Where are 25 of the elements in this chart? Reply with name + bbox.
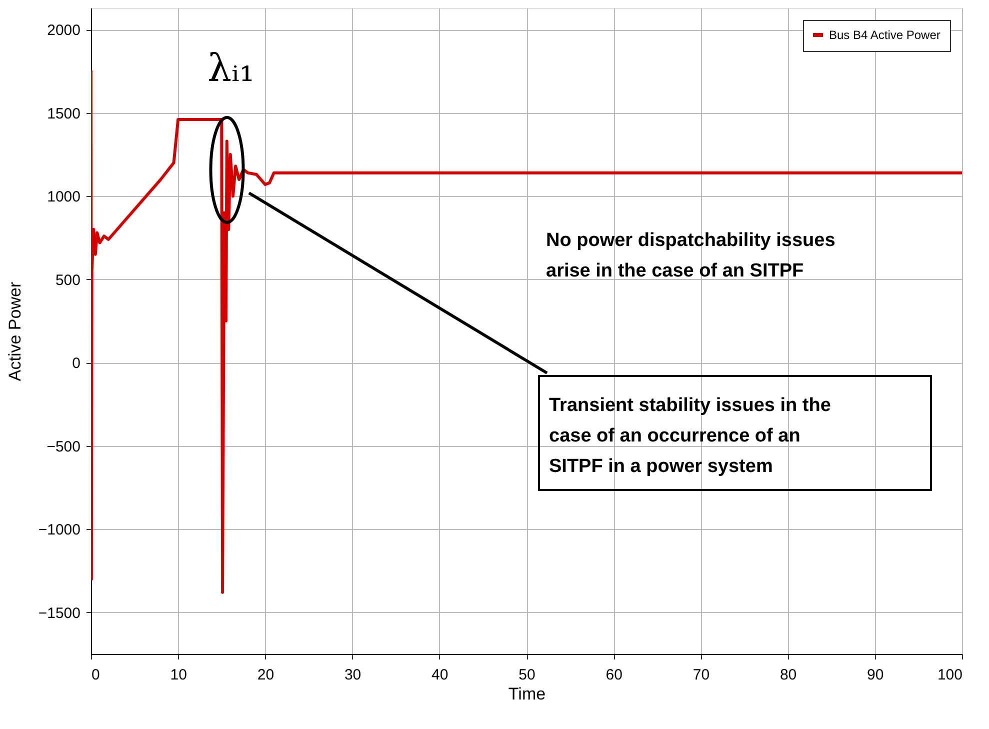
y-tick-label: −1000 [38,522,80,539]
legend-label: Bus B4 Active Power [829,28,940,42]
x-tick-label: 40 [432,666,448,684]
x-tick-label: 20 [257,666,274,684]
x-tick-label: 30 [344,666,362,684]
y-tick-label: 1000 [47,188,80,206]
x-tick-label: 100 [937,666,962,684]
x-tick-label: 90 [867,666,884,684]
x-tick-label: 0 [92,666,100,684]
y-tick-label: 500 [55,272,80,289]
x-axis-title: Time [508,684,546,704]
x-tick-label: 70 [692,666,710,684]
x-tick-label: 60 [606,666,622,684]
y-tick-label: 2000 [47,22,80,40]
annotation: λᵢ₁ [208,46,254,90]
x-tick-label: 10 [170,666,187,684]
x-tick-label: 80 [780,666,797,684]
y-tick-label: −500 [46,438,80,456]
annotation: Transient stability issues in the case of an occurrence of an SITPF in a power system [549,395,831,477]
x-tick-label: 50 [518,666,536,684]
y-tick-label: 0 [72,355,80,372]
y-axis-title: Active Power [5,282,24,382]
y-tick-label: 1500 [47,105,80,122]
annotation: No power dispatchability issues arise in the case of an SITPF [546,230,836,282]
y-tick-label: −1500 [38,604,80,622]
